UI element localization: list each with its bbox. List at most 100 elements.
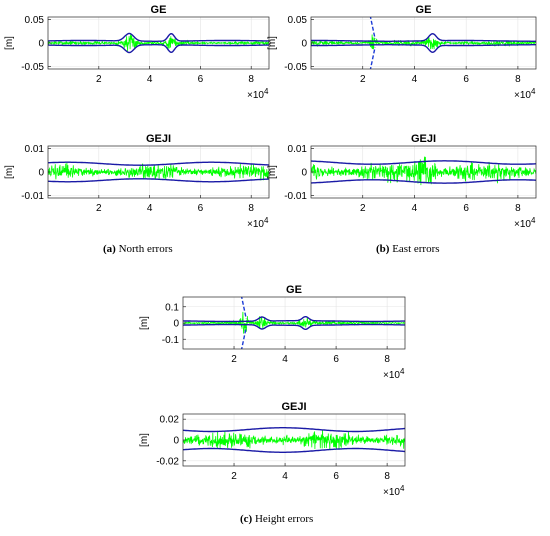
y-tick-label-1: 0 <box>38 39 44 50</box>
x-multiplier-label: ×104 <box>383 484 405 498</box>
upper-bound-line <box>48 32 269 42</box>
x-tick-label-3: 8 <box>515 74 521 85</box>
plot-area <box>48 146 269 198</box>
lower-bound-line <box>183 323 405 330</box>
lower-bound-line <box>311 44 536 54</box>
y-tick-label-0: -0.01 <box>21 191 44 202</box>
x-multiplier-label: ×104 <box>383 367 405 381</box>
plot-area <box>183 414 405 466</box>
y-tick-label-1: 0 <box>38 168 44 179</box>
x-tick-label-2: 6 <box>333 354 339 365</box>
y-tick-label-0: -0.05 <box>284 62 307 73</box>
x-tick-label-0: 2 <box>231 471 237 482</box>
x-multiplier-label: ×104 <box>247 87 269 101</box>
x-tick-label-2: 6 <box>463 74 469 85</box>
y-tick-label-2: 0.1 <box>165 302 179 313</box>
x-tick-label-1: 4 <box>412 74 418 85</box>
y-axis-label: [m] <box>4 165 15 179</box>
x-tick-label-0: 2 <box>231 354 237 365</box>
x-multiplier-exponent: 4 <box>400 484 405 493</box>
chart-panel-c-top: 2 4 6 8-0.100.1GE[m]×104 <box>139 284 406 381</box>
x-multiplier-base: ×10 <box>383 370 400 381</box>
chart-title: GEJI <box>411 133 436 145</box>
y-axis-label: [m] <box>267 36 278 50</box>
x-multiplier-exponent: 4 <box>264 87 269 96</box>
error-series <box>183 429 405 450</box>
chart-title: GEJI <box>146 133 171 145</box>
y-tick-label-0: -0.1 <box>162 335 180 346</box>
x-tick-label-2: 6 <box>198 203 204 214</box>
spike-lower-line <box>240 327 247 349</box>
x-tick-label-0: 2 <box>360 203 366 214</box>
plot-area <box>311 146 536 198</box>
x-tick-label-2: 6 <box>333 471 339 482</box>
x-multiplier-label: ×104 <box>514 87 536 101</box>
x-tick-label-0: 2 <box>360 74 366 85</box>
error-series <box>48 162 269 181</box>
x-tick-label-0: 2 <box>96 203 102 214</box>
y-tick-label-2: 0.01 <box>288 144 308 155</box>
error-series <box>311 156 536 186</box>
upper-bound-line <box>311 32 536 42</box>
x-tick-label-1: 4 <box>282 354 288 365</box>
x-multiplier-base: ×10 <box>247 90 264 101</box>
upper-bound-line <box>311 160 536 165</box>
x-multiplier-label: ×104 <box>514 216 536 230</box>
spike-upper-line <box>240 297 247 319</box>
y-tick-label-1: 0 <box>173 319 179 330</box>
x-multiplier-label: ×104 <box>247 216 269 230</box>
caption-a-tag: (a) <box>103 243 116 255</box>
y-tick-label-2: 0.05 <box>288 15 308 26</box>
lower-bound-line <box>183 447 405 453</box>
plot-area <box>183 297 405 349</box>
upper-bound-line <box>48 161 269 166</box>
x-tick-label-1: 4 <box>412 203 418 214</box>
x-tick-label-1: 4 <box>147 203 153 214</box>
lower-bound-line <box>48 44 269 54</box>
x-tick-label-3: 8 <box>248 203 254 214</box>
y-tick-label-0: -0.05 <box>21 62 44 73</box>
caption-c: (c) Height errors <box>240 513 313 525</box>
caption-a: (a) North errors <box>103 243 173 255</box>
spike-lower-line <box>369 47 376 69</box>
x-multiplier-exponent: 4 <box>531 216 536 225</box>
y-tick-label-1: 0 <box>173 436 179 447</box>
x-tick-label-0: 2 <box>96 74 102 85</box>
y-tick-label-2: 0.02 <box>160 415 180 426</box>
x-multiplier-exponent: 4 <box>531 87 536 96</box>
y-tick-label-0: -0.01 <box>284 191 307 202</box>
x-tick-label-3: 8 <box>384 471 390 482</box>
x-tick-label-3: 8 <box>515 203 521 214</box>
x-multiplier-base: ×10 <box>383 487 400 498</box>
lower-bound-line <box>311 179 536 184</box>
chart-title: GEJI <box>281 401 306 413</box>
y-tick-label-2: 0.01 <box>25 144 45 155</box>
caption-c-tag: (c) <box>240 513 253 525</box>
x-tick-label-2: 6 <box>463 203 469 214</box>
x-multiplier-base: ×10 <box>247 219 264 230</box>
x-tick-label-3: 8 <box>384 354 390 365</box>
x-multiplier-base: ×10 <box>514 219 531 230</box>
x-multiplier-exponent: 4 <box>264 216 269 225</box>
x-tick-label-2: 6 <box>198 74 204 85</box>
caption-a-text: North errors <box>115 243 173 255</box>
y-axis-label: [m] <box>139 433 150 447</box>
y-axis-label: [m] <box>139 316 150 330</box>
x-tick-label-1: 4 <box>282 471 288 482</box>
chart-title: GE <box>151 4 167 16</box>
x-multiplier-exponent: 4 <box>400 367 405 376</box>
lower-bound-line <box>48 178 269 183</box>
caption-b-tag: (b) <box>376 243 390 255</box>
y-axis-label: [m] <box>267 165 278 179</box>
y-tick-label-1: 0 <box>301 168 307 179</box>
x-multiplier-base: ×10 <box>514 90 531 101</box>
x-tick-label-3: 8 <box>248 74 254 85</box>
plot-area <box>311 17 536 69</box>
y-tick-label-2: 0.05 <box>25 15 45 26</box>
